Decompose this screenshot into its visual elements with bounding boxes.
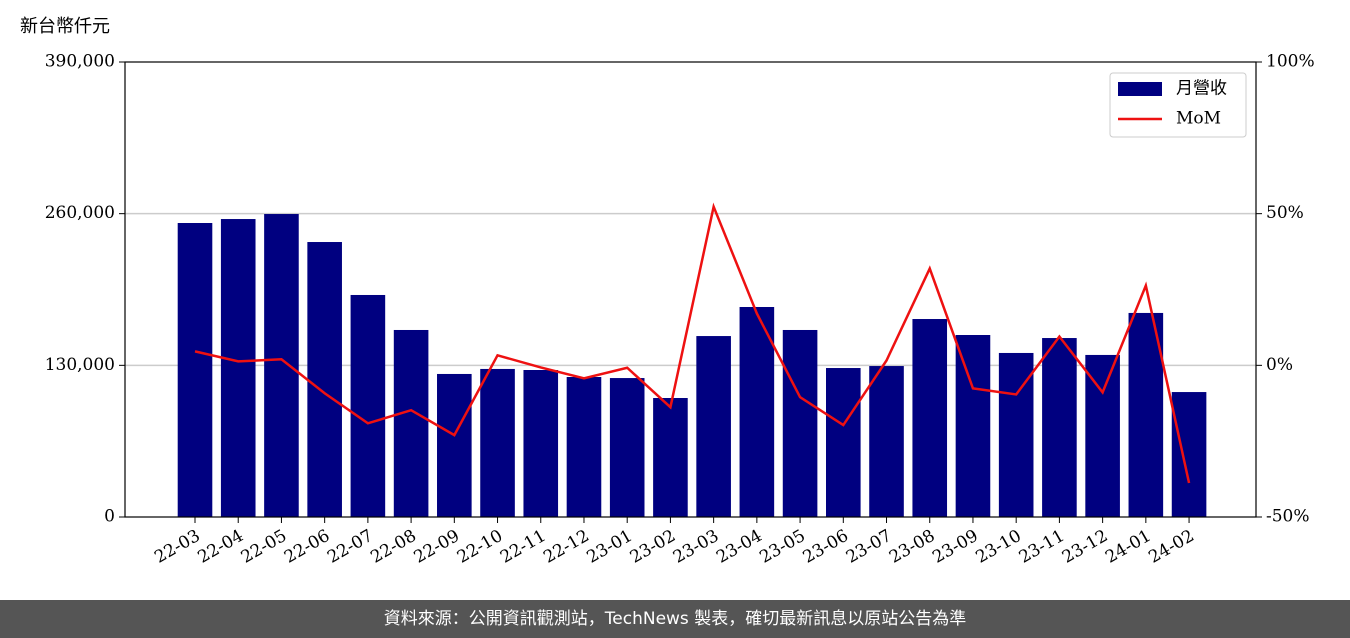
x-tick-label: 22-05 [238, 526, 290, 568]
x-tick-label: 22-06 [281, 526, 333, 568]
x-tick-label: 23-08 [886, 526, 938, 568]
bar [653, 398, 688, 517]
bar [350, 294, 386, 517]
bar [1042, 338, 1077, 517]
x-tick-label: 22-09 [411, 526, 463, 568]
y2-tick-label: 50% [1266, 203, 1304, 223]
bar [912, 319, 948, 517]
bar [782, 329, 818, 517]
legend-label: 月營收 [1176, 79, 1227, 99]
x-tick-label: 23-06 [800, 526, 852, 568]
x-tick-label: 22-07 [324, 526, 376, 568]
bar [307, 242, 342, 517]
bar [1085, 354, 1120, 517]
y2-tick-label: -50% [1266, 507, 1310, 527]
bar [437, 373, 472, 517]
legend-swatch [1118, 82, 1162, 96]
mom-line [194, 202, 1191, 484]
y-tick-label: 390,000 [45, 52, 115, 72]
footer-bar [0, 600, 1350, 638]
bar [696, 336, 731, 517]
y-tick-label: 260,000 [45, 203, 115, 223]
x-tick-label: 23-09 [929, 526, 981, 568]
x-tick-label: 22-10 [454, 526, 506, 568]
bar [264, 214, 299, 517]
x-tick-label: 23-12 [1059, 526, 1111, 568]
x-tick-label: 22-08 [367, 526, 419, 568]
bar [955, 335, 991, 517]
bar [826, 368, 861, 517]
bar [609, 378, 645, 517]
bar [393, 329, 429, 517]
bar [566, 377, 602, 517]
y-axis-label: 新台幣仟元 [20, 16, 110, 37]
x-tick-label: 23-10 [972, 526, 1024, 568]
x-tick-label: 24-01 [1102, 526, 1154, 568]
bar [523, 370, 559, 517]
y2-tick-label: 100% [1266, 52, 1315, 72]
x-tick-label: 23-11 [1016, 526, 1068, 568]
x-tick-label: 23-03 [670, 526, 722, 568]
y-tick-label: 130,000 [45, 355, 115, 375]
bar [220, 219, 256, 518]
bar [869, 366, 904, 517]
x-tick-label: 23-04 [713, 526, 765, 568]
x-tick-label: 22-11 [497, 526, 549, 568]
bar [177, 223, 213, 517]
bar [480, 368, 515, 517]
x-tick-label: 22-12 [540, 526, 592, 568]
x-tick-label: 23-05 [756, 526, 808, 568]
y2-tick-label: 0% [1266, 355, 1293, 375]
x-tick-label: 22-03 [151, 526, 203, 568]
bar [1128, 312, 1164, 517]
x-tick-label: 23-02 [627, 526, 679, 568]
x-tick-label: 23-01 [584, 526, 636, 568]
y-tick-label: 0 [104, 507, 115, 527]
bar [739, 307, 775, 517]
x-tick-label: 23-07 [843, 526, 895, 568]
legend-label: MoM [1176, 109, 1221, 129]
x-tick-label: 22-04 [195, 526, 247, 568]
bar [1171, 392, 1207, 517]
plot-frame [124, 61, 1257, 518]
footer-text: 資料來源：公開資訊觀測站，TechNews 製表，確切最新訊息以原站公告為準 [384, 609, 966, 629]
x-tick-label: 24-02 [1145, 526, 1197, 568]
